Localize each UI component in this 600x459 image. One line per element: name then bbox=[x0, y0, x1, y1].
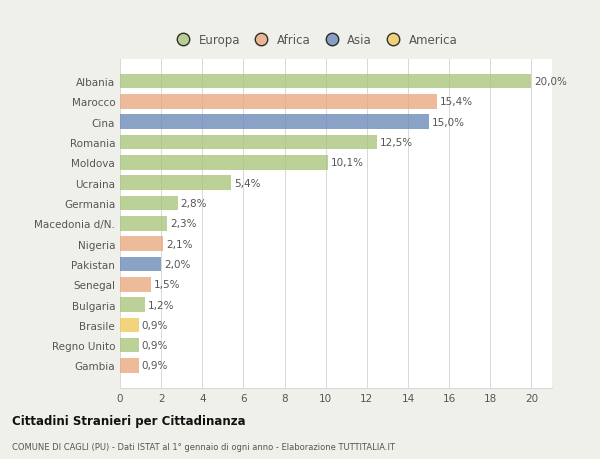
Text: 2,1%: 2,1% bbox=[166, 239, 193, 249]
Text: COMUNE DI CAGLI (PU) - Dati ISTAT al 1° gennaio di ogni anno - Elaborazione TUTT: COMUNE DI CAGLI (PU) - Dati ISTAT al 1° … bbox=[12, 442, 395, 451]
Bar bbox=[120, 217, 167, 231]
Bar bbox=[120, 338, 139, 353]
Bar bbox=[120, 156, 328, 170]
Text: 20,0%: 20,0% bbox=[535, 77, 568, 87]
Text: 2,3%: 2,3% bbox=[170, 219, 197, 229]
Text: 0,9%: 0,9% bbox=[142, 361, 168, 370]
Bar bbox=[120, 318, 139, 332]
Text: 2,0%: 2,0% bbox=[164, 259, 191, 269]
Legend: Europa, Africa, Asia, America: Europa, Africa, Asia, America bbox=[167, 29, 462, 52]
Bar bbox=[120, 176, 231, 190]
Bar bbox=[120, 297, 145, 312]
Text: 1,5%: 1,5% bbox=[154, 280, 181, 290]
Bar bbox=[120, 135, 377, 150]
Text: 15,4%: 15,4% bbox=[440, 97, 473, 107]
Bar bbox=[120, 277, 151, 292]
Text: Cittadini Stranieri per Cittadinanza: Cittadini Stranieri per Cittadinanza bbox=[12, 414, 245, 428]
Bar bbox=[120, 115, 428, 130]
Text: 1,2%: 1,2% bbox=[148, 300, 174, 310]
Text: 2,8%: 2,8% bbox=[181, 198, 207, 208]
Text: 0,9%: 0,9% bbox=[142, 341, 168, 350]
Text: 0,9%: 0,9% bbox=[142, 320, 168, 330]
Bar bbox=[120, 257, 161, 272]
Text: 5,4%: 5,4% bbox=[234, 178, 260, 188]
Bar bbox=[120, 75, 532, 89]
Bar bbox=[120, 196, 178, 211]
Bar bbox=[120, 95, 437, 109]
Text: 10,1%: 10,1% bbox=[331, 158, 364, 168]
Text: 12,5%: 12,5% bbox=[380, 138, 413, 148]
Bar bbox=[120, 237, 163, 252]
Bar bbox=[120, 358, 139, 373]
Text: 15,0%: 15,0% bbox=[431, 118, 464, 128]
